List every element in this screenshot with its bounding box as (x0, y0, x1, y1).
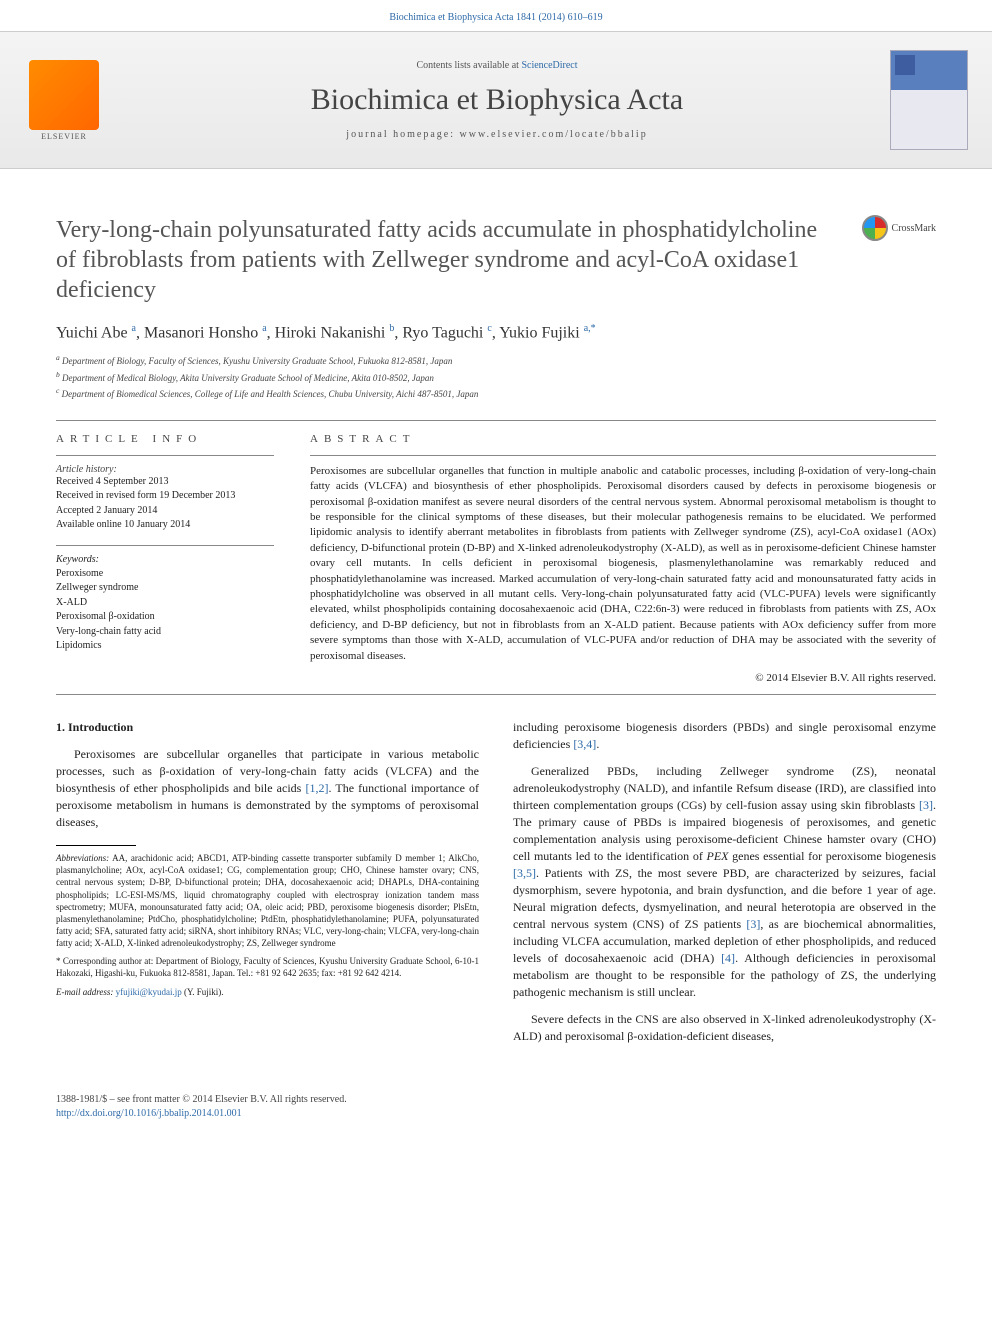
email-suffix: (Y. Fujiki). (182, 987, 224, 997)
article-history-label: Article history: (56, 464, 274, 475)
left-column: 1. Introduction Peroxisomes are subcellu… (56, 719, 479, 1056)
homepage-url[interactable]: www.elsevier.com/locate/bbalip (460, 129, 648, 140)
email-footnote: E-mail address: yfujiki@kyudai.jp (Y. Fu… (56, 986, 479, 998)
crossmark-icon (862, 215, 888, 241)
abstract-text: Peroxisomes are subcellular organelles t… (310, 464, 936, 664)
footnote-separator (56, 845, 136, 846)
right-para-1: including peroxisome biogenesis disorder… (513, 719, 936, 753)
crossmark-label: CrossMark (892, 223, 936, 234)
right-para-2: Generalized PBDs, including Zellweger sy… (513, 763, 936, 1001)
corresponding-author-footnote: * Corresponding author at: Department of… (56, 955, 479, 979)
abstract-divider (310, 455, 936, 456)
divider-2 (56, 694, 936, 695)
journal-header-band: ELSEVIER Contents lists available at Sci… (0, 31, 992, 169)
abbreviations-footnote: Abbreviations: AA, arachidonic acid; ABC… (56, 852, 479, 949)
article-info-column: ARTICLE INFO Article history: Received 4… (56, 433, 274, 684)
footer-front-matter: 1388-1981/$ – see front matter © 2014 El… (56, 1093, 936, 1107)
info-divider-2 (56, 545, 274, 546)
keywords-list: PeroxisomeZellweger syndromeX-ALDPeroxis… (56, 567, 274, 654)
sciencedirect-link[interactable]: ScienceDirect (521, 60, 577, 71)
doi-link[interactable]: http://dx.doi.org/10.1016/j.bbalip.2014.… (56, 1108, 242, 1119)
homepage-line: journal homepage: www.elsevier.com/locat… (104, 129, 890, 140)
info-divider (56, 455, 274, 456)
journal-title: Biochimica et Biophysica Acta (104, 83, 890, 117)
copyright-line: © 2014 Elsevier B.V. All rights reserved… (310, 672, 936, 684)
section-1-heading: 1. Introduction (56, 719, 479, 736)
crossmark-badge[interactable]: CrossMark (862, 215, 936, 241)
abbrev-label: Abbreviations: (56, 853, 109, 863)
abstract-heading: ABSTRACT (310, 433, 936, 445)
keywords-label: Keywords: (56, 554, 274, 565)
authors-line: Yuichi Abe a, Masanori Honsho a, Hiroki … (56, 323, 936, 342)
affiliations-block: a Department of Biology, Faculty of Scie… (56, 352, 936, 402)
abbrev-text: AA, arachidonic acid; ABCD1, ATP-binding… (56, 853, 479, 948)
body-two-column: 1. Introduction Peroxisomes are subcellu… (56, 719, 936, 1056)
left-para-1: Peroxisomes are subcellular organelles t… (56, 746, 479, 831)
right-column: including peroxisome biogenesis disorder… (513, 719, 936, 1056)
homepage-prefix: journal homepage: (346, 129, 459, 140)
header-center: Contents lists available at ScienceDirec… (104, 60, 890, 140)
email-link[interactable]: yfujiki@kyudai.jp (116, 987, 182, 997)
contents-prefix: Contents lists available at (416, 60, 521, 71)
right-para-3: Severe defects in the CNS are also obser… (513, 1011, 936, 1045)
divider-1 (56, 420, 936, 421)
article-info-heading: ARTICLE INFO (56, 433, 274, 445)
article-title: Very-long-chain polyunsaturated fatty ac… (56, 215, 862, 305)
email-label: E-mail address: (56, 987, 116, 997)
elsevier-logo: ELSEVIER (24, 55, 104, 145)
journal-citation-top[interactable]: Biochimica et Biophysica Acta 1841 (2014… (0, 0, 992, 31)
footnotes-block: Abbreviations: AA, arachidonic acid; ABC… (56, 852, 479, 998)
elsevier-label: ELSEVIER (41, 132, 87, 141)
elsevier-tree-icon (29, 60, 99, 130)
abstract-column: ABSTRACT Peroxisomes are subcellular org… (310, 433, 936, 684)
article-history-lines: Received 4 September 2013Received in rev… (56, 475, 274, 533)
contents-lists-line: Contents lists available at ScienceDirec… (104, 60, 890, 71)
journal-cover-thumb (890, 50, 968, 150)
footer-block: 1388-1981/$ – see front matter © 2014 El… (0, 1075, 992, 1131)
